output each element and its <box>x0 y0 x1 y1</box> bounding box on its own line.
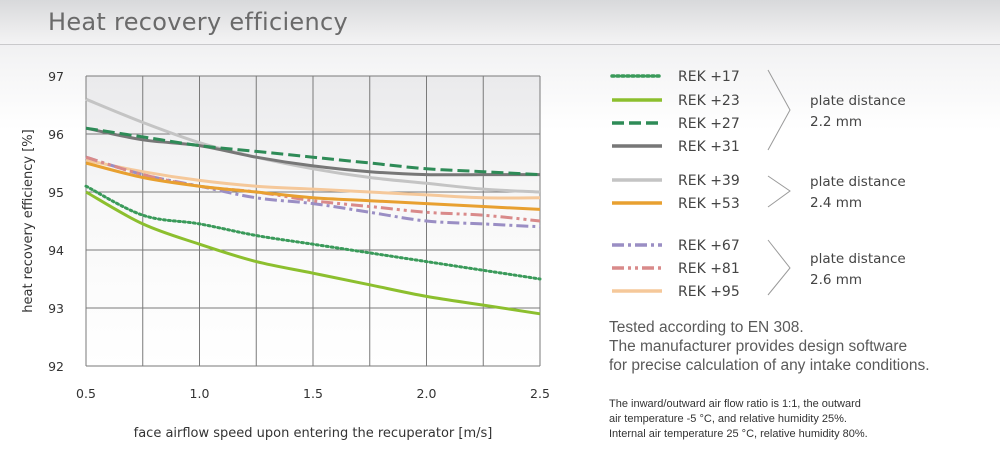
legend-label: REK +39 <box>678 173 740 189</box>
series-line-rek-31 <box>85 126 540 177</box>
title-bar: Heat recovery efficiency <box>0 0 1000 45</box>
x-tick-label: 1.5 <box>303 386 323 401</box>
page-title: Heat recovery efficiency <box>48 8 348 36</box>
note-line: air temperature -5 °C, and relative humi… <box>609 413 847 425</box>
series-line-rek-39 <box>85 97 541 194</box>
legend-bracket <box>767 175 791 208</box>
legend-label: REK +95 <box>678 284 740 300</box>
legend-label: REK +27 <box>678 116 740 132</box>
y-axis-label: heat recovery efficiency [%] <box>21 129 36 313</box>
x-tick-label: 2.5 <box>530 386 550 401</box>
group-label-distance: 2.2 mm <box>810 114 862 130</box>
legend-bracket <box>767 69 791 151</box>
legend-label: REK +23 <box>678 93 740 109</box>
series-line-rek-95 <box>85 158 541 200</box>
note-line: The manufacturer provides design softwar… <box>609 338 908 355</box>
group-label-title: plate distance <box>810 174 906 190</box>
conditions-note: The inward/outward air flow ratio is 1:1… <box>609 397 989 442</box>
series-line-rek-81 <box>85 155 541 223</box>
x-tick-label: 2.0 <box>417 386 437 401</box>
legend-label: REK +53 <box>678 196 740 212</box>
series-line-rek-17 <box>84 184 542 281</box>
group-label-title: plate distance <box>810 251 906 267</box>
note-line: Internal air temperature 25 °C, relative… <box>609 428 868 440</box>
x-axis-label: face airflow speed upon entering the rec… <box>134 426 493 441</box>
test-note: Tested according to EN 308. The manufact… <box>609 318 989 375</box>
note-line: for precise calculation of any intake co… <box>609 357 930 374</box>
y-tick-label: 96 <box>48 127 64 142</box>
legend-bracket <box>767 239 791 296</box>
y-tick-label: 93 <box>48 301 64 316</box>
note-line: The inward/outward air flow ratio is 1:1… <box>609 398 861 410</box>
x-tick-label: 0.5 <box>76 386 96 401</box>
legend-label: REK +67 <box>678 238 740 254</box>
legend-label: REK +31 <box>678 139 740 155</box>
series-line-rek-27 <box>85 126 541 177</box>
series-line-rek-53 <box>85 161 541 211</box>
series-line-rek-23 <box>85 190 541 316</box>
legend-label: REK +81 <box>678 261 740 277</box>
x-tick-label: 1.0 <box>190 386 210 401</box>
legend-label: REK +17 <box>678 69 740 85</box>
note-line: Tested according to EN 308. <box>609 319 804 336</box>
group-label-distance: 2.4 mm <box>810 195 862 211</box>
group-label-title: plate distance <box>810 93 906 109</box>
group-label-distance: 2.6 mm <box>810 272 862 288</box>
y-tick-label: 94 <box>48 243 64 258</box>
y-tick-label: 92 <box>48 359 64 374</box>
y-tick-label: 97 <box>48 69 64 84</box>
y-tick-label: 95 <box>48 185 64 200</box>
